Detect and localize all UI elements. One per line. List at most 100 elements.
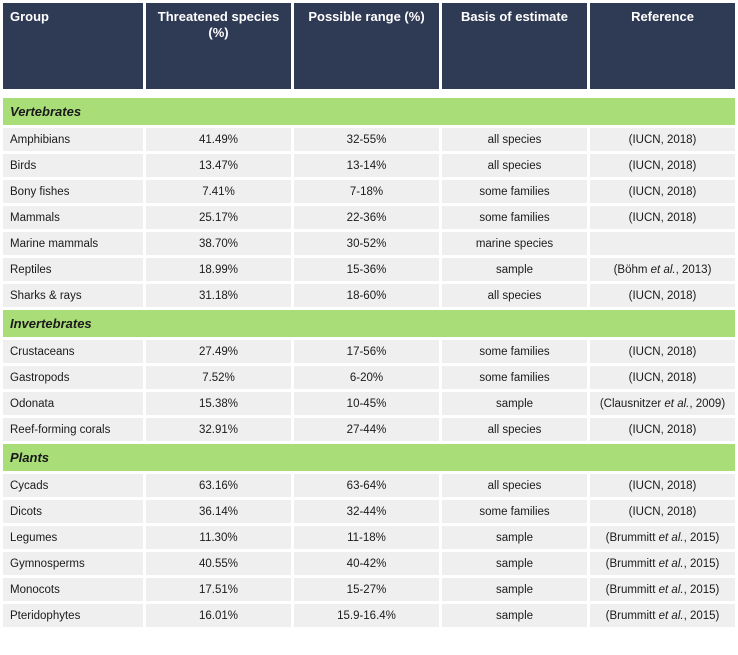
cell-reference: (Brummitt et al., 2015) <box>590 578 735 601</box>
cell-basis: some families <box>442 366 587 389</box>
section-title: Plants <box>3 444 735 471</box>
cell-range: 15-36% <box>294 258 439 281</box>
table-row: Sharks & rays 31.18% 18-60% all species (IUC… <box>3 284 735 307</box>
cell-threatened: 41.49% <box>146 128 291 151</box>
table-row: Crustaceans 27.49% 17-56% some families (IUC… <box>3 340 735 363</box>
cell-range: 10-45% <box>294 392 439 415</box>
table-row: Reptiles 18.99% 15-36% sample (Böhm et al., … <box>3 258 735 281</box>
cell-group: Reef-forming corals <box>3 418 143 441</box>
cell-threatened: 32.91% <box>146 418 291 441</box>
cell-threatened: 25.17% <box>146 206 291 229</box>
cell-group: Reptiles <box>3 258 143 281</box>
cell-range: 40-42% <box>294 552 439 575</box>
cell-group: Sharks & rays <box>3 284 143 307</box>
cell-reference: (Brummitt et al., 2015) <box>590 552 735 575</box>
header-threatened-species: Threatened species (%) <box>146 3 291 89</box>
table-row: Amphibians 41.49% 32-55% all species (IUCN, … <box>3 128 735 151</box>
cell-reference: (IUCN, 2018) <box>590 284 735 307</box>
table-row: Mammals 25.17% 22-36% some families (IUCN, 2… <box>3 206 735 229</box>
cell-threatened: 17.51% <box>146 578 291 601</box>
cell-range: 30-52% <box>294 232 439 255</box>
cell-threatened: 63.16% <box>146 474 291 497</box>
table-row: Bony fishes 7.41% 7-18% some families (IUCN,… <box>3 180 735 203</box>
cell-threatened: 13.47% <box>146 154 291 177</box>
cell-basis: marine species <box>442 232 587 255</box>
cell-reference: (Brummitt et al., 2015) <box>590 604 735 627</box>
cell-basis: sample <box>442 258 587 281</box>
cell-basis: all species <box>442 128 587 151</box>
cell-group: Mammals <box>3 206 143 229</box>
cell-reference: (Clausnitzer et al., 2009) <box>590 392 735 415</box>
cell-range: 27-44% <box>294 418 439 441</box>
cell-range: 32-44% <box>294 500 439 523</box>
header-basis-of-estimate: Basis of estimate <box>442 3 587 89</box>
cell-basis: all species <box>442 474 587 497</box>
cell-reference: (IUCN, 2018) <box>590 418 735 441</box>
cell-basis: some families <box>442 500 587 523</box>
spacer-cell <box>3 92 735 95</box>
cell-reference: (IUCN, 2018) <box>590 154 735 177</box>
header-row: Group Threatened species (%) Possible ra… <box>3 3 735 89</box>
section-title: Vertebrates <box>3 98 735 125</box>
cell-group: Marine mammals <box>3 232 143 255</box>
cell-range: 15.9-16.4% <box>294 604 439 627</box>
cell-range: 7-18% <box>294 180 439 203</box>
cell-reference: (IUCN, 2018) <box>590 474 735 497</box>
table-row: Odonata 15.38% 10-45% sample (Clausnitzer et… <box>3 392 735 415</box>
cell-basis: sample <box>442 552 587 575</box>
cell-range: 15-27% <box>294 578 439 601</box>
cell-reference: (IUCN, 2018) <box>590 180 735 203</box>
cell-threatened: 7.41% <box>146 180 291 203</box>
section-row: Vertebrates <box>3 98 735 125</box>
table-row: Cycads 63.16% 63-64% all species (IUCN, 2018… <box>3 474 735 497</box>
header-group: Group <box>3 3 143 89</box>
cell-reference: (IUCN, 2018) <box>590 366 735 389</box>
threatened-species-table: Group Threatened species (%) Possible ra… <box>3 3 735 627</box>
cell-reference: (IUCN, 2018) <box>590 128 735 151</box>
cell-basis: some families <box>442 206 587 229</box>
cell-basis: sample <box>442 526 587 549</box>
cell-reference: (Böhm et al., 2013) <box>590 258 735 281</box>
section-row: Plants <box>3 444 735 471</box>
section-row: Invertebrates <box>3 310 735 337</box>
cell-basis: some families <box>442 340 587 363</box>
cell-group: Legumes <box>3 526 143 549</box>
cell-group: Odonata <box>3 392 143 415</box>
cell-threatened: 27.49% <box>146 340 291 363</box>
table-row: Legumes 11.30% 11-18% sample (Brummitt et al… <box>3 526 735 549</box>
cell-range: 6-20% <box>294 366 439 389</box>
cell-group: Monocots <box>3 578 143 601</box>
cell-reference: (IUCN, 2018) <box>590 500 735 523</box>
cell-threatened: 11.30% <box>146 526 291 549</box>
cell-threatened: 16.01% <box>146 604 291 627</box>
cell-reference: (IUCN, 2018) <box>590 206 735 229</box>
table-row: Monocots 17.51% 15-27% sample (Brummitt et a… <box>3 578 735 601</box>
cell-range: 18-60% <box>294 284 439 307</box>
table-row: Marine mammals 38.70% 30-52% marine species <box>3 232 735 255</box>
cell-group: Pteridophytes <box>3 604 143 627</box>
cell-reference: (IUCN, 2018) <box>590 340 735 363</box>
cell-basis: all species <box>442 284 587 307</box>
table-row: Gastropods 7.52% 6-20% some families (IUCN, … <box>3 366 735 389</box>
cell-basis: sample <box>442 392 587 415</box>
cell-group: Crustaceans <box>3 340 143 363</box>
table-body: Vertebrates Amphibians 41.49% 32-55% all spe… <box>3 92 735 627</box>
cell-threatened: 36.14% <box>146 500 291 523</box>
cell-range: 32-55% <box>294 128 439 151</box>
cell-threatened: 38.70% <box>146 232 291 255</box>
cell-group: Gymnosperms <box>3 552 143 575</box>
cell-threatened: 7.52% <box>146 366 291 389</box>
cell-threatened: 31.18% <box>146 284 291 307</box>
cell-group: Gastropods <box>3 366 143 389</box>
cell-basis: all species <box>442 418 587 441</box>
table-row: Pteridophytes 16.01% 15.9-16.4% sample (Brum… <box>3 604 735 627</box>
cell-basis: all species <box>442 154 587 177</box>
cell-threatened: 18.99% <box>146 258 291 281</box>
cell-reference <box>590 232 735 255</box>
cell-range: 63-64% <box>294 474 439 497</box>
cell-range: 22-36% <box>294 206 439 229</box>
cell-range: 11-18% <box>294 526 439 549</box>
table-row: Reef-forming corals 32.91% 27-44% all speci… <box>3 418 735 441</box>
cell-reference: (Brummitt et al., 2015) <box>590 526 735 549</box>
